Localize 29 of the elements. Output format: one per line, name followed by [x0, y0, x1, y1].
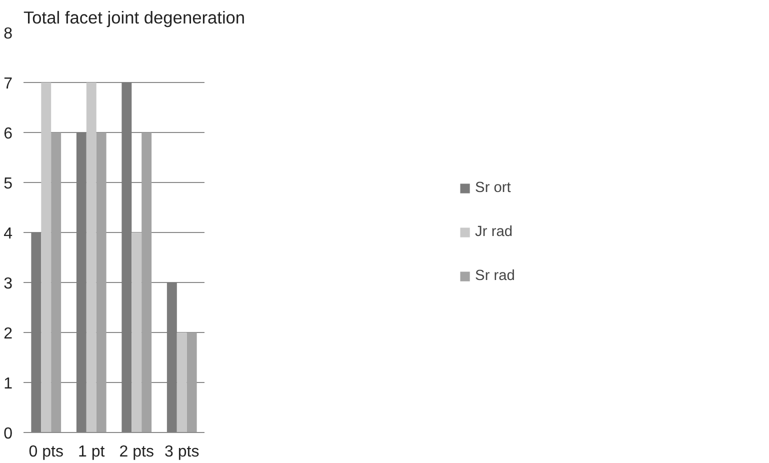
y-tick-label: 0	[4, 426, 13, 442]
y-tick-label: 8	[4, 26, 13, 42]
bar	[122, 82, 132, 432]
x-tick-label: 0 pts	[28, 444, 64, 460]
bar	[86, 82, 96, 432]
y-tick-label: 7	[4, 76, 13, 92]
bar	[51, 132, 62, 432]
bar	[31, 232, 42, 432]
bar	[76, 132, 86, 432]
chart-title: Total facet joint degeneration	[24, 8, 246, 28]
bar	[166, 282, 177, 432]
y-tick-label: 4	[4, 226, 13, 242]
x-tick-label: 1 pt	[78, 444, 106, 460]
x-tick-label: 2 pts	[119, 444, 154, 460]
bar	[142, 132, 152, 432]
bar	[132, 232, 142, 432]
bar	[176, 332, 187, 432]
bar	[186, 332, 197, 432]
y-tick-label: 3	[4, 276, 13, 292]
bar	[96, 132, 106, 432]
bar	[41, 82, 52, 432]
legend-label: Sr ort	[475, 180, 511, 196]
y-tick-label: 2	[4, 326, 13, 342]
legend-label: Jr rad	[475, 224, 513, 240]
legend-label: Sr rad	[475, 268, 515, 284]
y-tick-label: 5	[4, 176, 13, 192]
y-tick-label: 6	[4, 126, 13, 142]
x-tick-label: 3 pts	[164, 444, 200, 460]
y-tick-label: 1	[4, 376, 13, 392]
